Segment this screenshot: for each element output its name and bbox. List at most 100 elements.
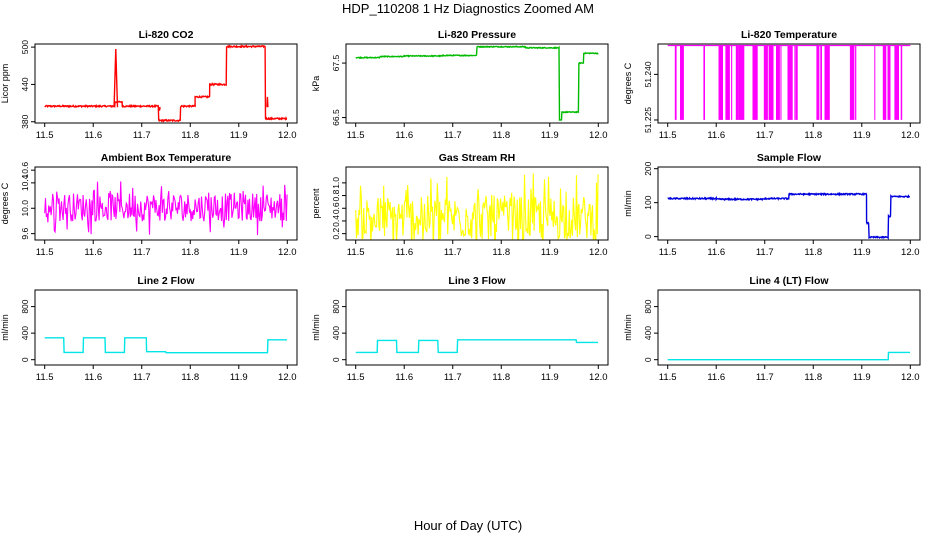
panel-plot-area: [355, 173, 599, 240]
x-tick-label: 11.6: [707, 130, 725, 141]
series-block: [725, 45, 730, 120]
y-tick-label: 0: [643, 234, 653, 239]
panel-2: Li-820 Temperature degrees C 11.5 11.6 11.7 1…: [623, 29, 921, 141]
y-tick-label: 800: [20, 299, 30, 313]
panel-frame: [34, 43, 298, 124]
y-axis-label: kPa: [311, 76, 321, 92]
panel-title: Li-820 Pressure: [438, 29, 516, 41]
panel-4: Gas Stream RH percent 11.5 11.6 11.7 11.8 11.9…: [311, 152, 609, 258]
panel-title: Sample Flow: [757, 152, 822, 164]
series-block: [849, 45, 855, 120]
panel-3: Ambient Box Temperature degrees C 11.5 11.6…: [0, 152, 298, 258]
y-tick-label: 0: [643, 357, 653, 362]
x-tick-label: 11.7: [133, 372, 151, 383]
x-tick-label: 11.9: [230, 130, 248, 141]
y-axis-label: percent: [311, 188, 321, 219]
x-tick-label: 11.9: [853, 247, 871, 258]
series-line: [355, 45, 599, 122]
series-block: [824, 45, 830, 120]
x-tick-label: 11.5: [659, 130, 677, 141]
x-tick-label: 11.6: [395, 372, 413, 383]
series-block: [894, 45, 899, 120]
y-axis-label: degrees C: [0, 182, 10, 224]
series-line: [44, 337, 287, 354]
series-block: [718, 45, 723, 120]
panel-plot-area: [355, 45, 599, 122]
y-axis-label: ml/min: [0, 314, 10, 341]
y-tick-label: 10.0: [20, 200, 30, 217]
panel-title: Line 2 Flow: [137, 275, 195, 287]
x-tick-label: 11.8: [492, 247, 510, 258]
x-tick-label: 11.8: [804, 372, 822, 383]
panel-frame: [345, 43, 609, 124]
x-tick-label: 12.0: [901, 372, 920, 383]
x-tick-label: 11.7: [756, 247, 774, 258]
x-tick-label: 12.0: [278, 247, 297, 258]
x-tick-label: 11.9: [230, 247, 248, 258]
panel-frame: [657, 43, 921, 124]
x-tick-label: 11.9: [541, 372, 559, 383]
x-tick-label: 12.0: [901, 130, 920, 141]
x-tick-label: 11.8: [181, 130, 199, 141]
panel-title: Gas Stream RH: [439, 152, 515, 164]
x-tick-label: 11.8: [804, 247, 822, 258]
x-tick-label: 11.7: [756, 130, 774, 141]
y-axis-label: Licor ppm: [0, 64, 10, 104]
x-tick-label: 12.0: [278, 372, 297, 383]
x-tick-label: 11.5: [36, 130, 54, 141]
x-tick-label: 11.6: [84, 130, 102, 141]
panel-frame: [345, 289, 609, 366]
y-tick-label: 0.6: [331, 202, 341, 214]
panel-title: Li-820 CO2: [139, 29, 194, 41]
y-tick-label: 0.4: [331, 215, 341, 227]
y-tick-label: 0: [331, 357, 341, 362]
panel-6: Line 2 Flow ml/min 11.5 11.6 11.7 11.8 11.9 12.…: [0, 275, 298, 383]
x-tick-label: 11.8: [804, 130, 822, 141]
x-tick-label: 11.8: [181, 372, 199, 383]
panel-title: Ambient Box Temperature: [101, 152, 232, 164]
series-block: [855, 45, 857, 120]
panel-7: Line 3 Flow ml/min 11.5 11.6 11.7 11.8 11.9 12.…: [311, 275, 609, 383]
series-line: [44, 181, 288, 236]
x-tick-label: 11.5: [36, 372, 54, 383]
x-tick-label: 11.7: [133, 130, 151, 141]
series-block: [820, 45, 822, 120]
series-spike: [266, 96, 269, 108]
panel-5: Sample Flow ml/min 11.5 11.6 11.7 11.8 11.9 12.…: [623, 152, 921, 258]
x-tick-label: 11.8: [492, 372, 510, 383]
x-tick-label: 11.6: [707, 247, 725, 258]
x-tick-label: 11.6: [395, 247, 413, 258]
y-tick-label: 10.6: [20, 162, 30, 179]
x-tick-label: 11.9: [230, 372, 248, 383]
panel-frame: [34, 166, 298, 241]
x-axis-caption: Hour of Day (UTC): [413, 518, 523, 533]
y-axis-label: ml/min: [623, 190, 633, 217]
y-tick-label: 0.2: [331, 227, 341, 239]
panel-plot-area: [355, 339, 598, 354]
series-block: [739, 45, 745, 120]
y-tick-label: 100: [643, 195, 653, 209]
series-line: [667, 191, 911, 240]
panel-frame: [657, 166, 921, 241]
x-tick-label: 11.8: [181, 247, 199, 258]
x-tick-label: 11.6: [84, 247, 102, 258]
series-block: [794, 45, 795, 120]
series-block: [795, 45, 798, 120]
y-tick-label: 9.6: [20, 227, 30, 239]
y-axis-label: ml/min: [623, 314, 633, 341]
x-tick-label: 11.6: [84, 372, 102, 383]
x-tick-label: 11.9: [541, 247, 559, 258]
panel-title: Li-820 Temperature: [741, 29, 837, 41]
series-block: [763, 45, 768, 120]
panel-plot-area: [44, 181, 288, 236]
y-tick-label: 51.240: [643, 61, 653, 87]
y-tick-label: 800: [643, 299, 653, 313]
series-block: [816, 45, 820, 120]
panel-plot-area: [667, 191, 911, 240]
series-block: [900, 45, 903, 120]
series-line: [44, 44, 288, 123]
panel-title: Line 3 Flow: [448, 275, 506, 287]
y-tick-label: 0.8: [331, 189, 341, 201]
panel-frame: [345, 166, 609, 241]
